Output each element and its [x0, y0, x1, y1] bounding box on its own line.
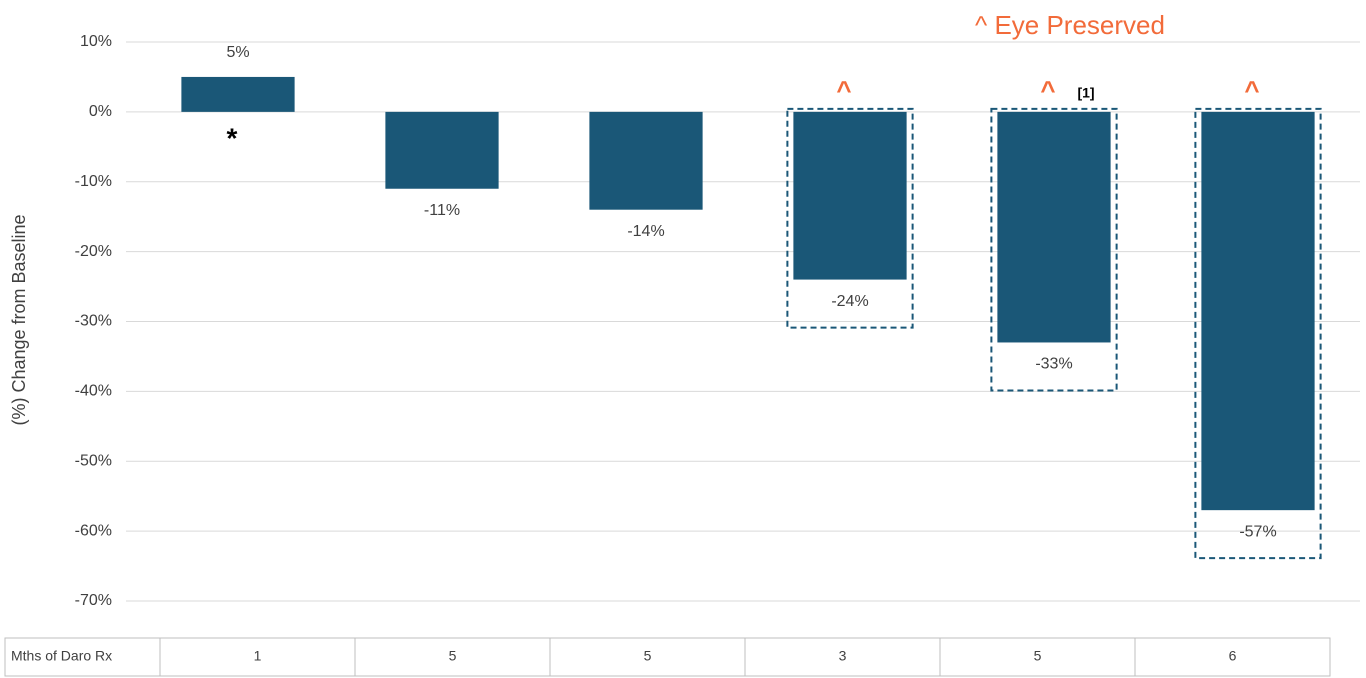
value-label: -57% — [1239, 523, 1276, 540]
value-label: -33% — [1035, 356, 1072, 373]
value-label: -24% — [831, 293, 868, 310]
table-header: Mths of Daro Rx — [11, 648, 112, 664]
table-frame — [4, 637, 1331, 677]
y-tick-label: 10% — [80, 33, 112, 50]
x-tick-label: 6 — [1229, 648, 1237, 664]
value-label: -11% — [424, 202, 460, 219]
y-tick-label: -30% — [75, 313, 112, 330]
preserved-box — [990, 107, 1118, 392]
x-tick-label: 3 — [839, 648, 847, 664]
preserved-box — [786, 107, 914, 329]
y-axis-title: (%) Change from Baseline — [9, 214, 29, 425]
bar — [793, 111, 907, 280]
preserved-box — [1194, 107, 1322, 560]
footnote-ref: [1] — [1077, 85, 1094, 101]
y-tick-label: -10% — [75, 173, 112, 190]
legend-note: ^ Eye Preserved — [975, 10, 1165, 40]
x-tick-label: 5 — [644, 648, 652, 664]
x-tick-label: 5 — [449, 648, 457, 664]
bar — [997, 111, 1111, 343]
bar — [385, 111, 499, 189]
eye-preserved-mark: ^ — [836, 75, 851, 105]
value-label: -14% — [627, 223, 664, 240]
eye-preserved-mark: ^ — [1040, 75, 1055, 105]
y-tick-label: -40% — [75, 383, 112, 400]
y-tick-label: 0% — [89, 103, 112, 120]
bar — [181, 76, 295, 112]
x-tick-label: 5 — [1034, 648, 1042, 664]
eye-preserved-mark: ^ — [1244, 75, 1259, 105]
x-tick-label: 1 — [254, 648, 262, 664]
bar — [1201, 111, 1315, 511]
value-label: 5% — [226, 44, 249, 61]
y-tick-label: -20% — [75, 243, 112, 260]
bar — [589, 111, 703, 210]
significance-mark: * — [227, 122, 238, 153]
y-tick-label: -70% — [75, 592, 112, 609]
y-tick-label: -60% — [75, 522, 112, 539]
y-tick-label: -50% — [75, 452, 112, 469]
